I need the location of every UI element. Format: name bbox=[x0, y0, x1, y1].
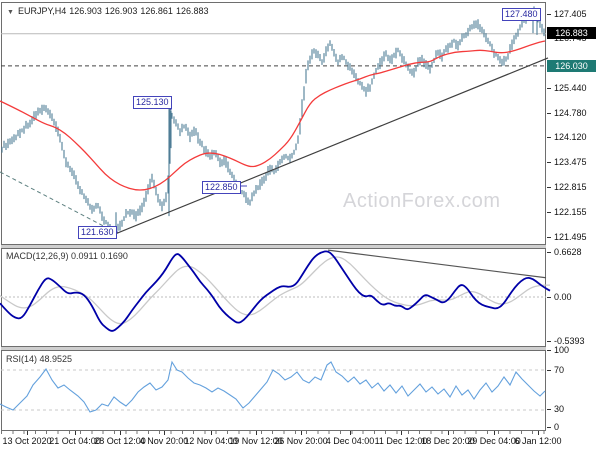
quote-low: 126.861 bbox=[140, 6, 173, 16]
time-axis-label: 12 Nov 04:00 bbox=[184, 436, 238, 446]
time-axis-label: 28 Oct 12:00 bbox=[94, 436, 146, 446]
rsi-axis-tick: 100 bbox=[547, 345, 569, 356]
rsi-axis-tick: 30 bbox=[547, 404, 564, 415]
price-axis-tick: 124.780 bbox=[547, 108, 587, 119]
quote-open: 126.903 bbox=[69, 6, 102, 16]
time-axis-tick bbox=[75, 431, 76, 435]
time-axis-tick bbox=[401, 431, 402, 435]
price-axis-tick: 122.155 bbox=[547, 207, 587, 218]
time-axis-tick bbox=[256, 431, 257, 435]
watermark: ActionForex.com bbox=[343, 190, 501, 212]
price-label-spike[interactable]: 125.130 bbox=[133, 96, 172, 109]
macd-axis-max: 0.6628 bbox=[547, 247, 582, 258]
rsi-label: RSI(14) 48.9525 bbox=[6, 354, 73, 364]
time-axis-tick bbox=[538, 431, 539, 435]
rsi-axis-tick: 70 bbox=[547, 365, 564, 376]
macd-chart[interactable] bbox=[0, 249, 551, 346]
current-price-badge: 126.883 bbox=[547, 27, 596, 39]
price-axis-tick: 121.495 bbox=[547, 232, 587, 243]
price-axis-tick: 127.405 bbox=[547, 9, 587, 20]
time-axis-tick bbox=[211, 431, 212, 435]
time-axis-label: 6 Jan 12:00 bbox=[514, 436, 562, 446]
price-axis-tick: 123.475 bbox=[547, 157, 587, 168]
time-axis-tick bbox=[494, 431, 495, 435]
time-axis-label: 21 Oct 04:00 bbox=[49, 436, 101, 446]
macd-axis-min: -0.5393 bbox=[547, 336, 585, 347]
time-axis-tick bbox=[120, 431, 121, 435]
level-price-badge: 126.030 bbox=[547, 60, 596, 72]
price-axis-tick: 124.120 bbox=[547, 132, 587, 143]
time-axis-label: 19 Nov 12:00 bbox=[229, 436, 283, 446]
symbol-dropdown-icon[interactable]: ▼ bbox=[7, 9, 14, 16]
time-axis-tick bbox=[27, 431, 28, 435]
time-axis-tick bbox=[448, 431, 449, 435]
quote-close: 126.883 bbox=[175, 6, 209, 16]
price-axis-tick: 125.440 bbox=[547, 83, 587, 94]
price-axis-tick: 122.815 bbox=[547, 182, 587, 193]
time-axis-tick bbox=[350, 431, 351, 435]
time-axis-label: 4 Dec 04:00 bbox=[325, 436, 375, 446]
time-axis-label: 4 Nov 20:00 bbox=[139, 436, 189, 446]
time-axis-minor-ticks bbox=[1, 431, 546, 434]
chart-header: ▼ EURJPY,H4 126.903 126.903 126.861 126.883 bbox=[7, 6, 211, 16]
rsi-chart[interactable] bbox=[0, 351, 546, 431]
time-axis-label: 13 Oct 2020 bbox=[2, 436, 52, 446]
panel-separator[interactable] bbox=[1, 244, 546, 249]
macd-label: MACD(12,26,9) 0.0911 0.1690 bbox=[6, 251, 128, 261]
price-label-high[interactable]: 127.480 bbox=[502, 8, 541, 21]
rsi-axis-tick: 0 bbox=[547, 422, 559, 433]
time-axis-label: 29 Dec 04:00 bbox=[467, 436, 521, 446]
plot-frame bbox=[1, 2, 546, 431]
quote-high: 126.903 bbox=[104, 6, 138, 16]
time-axis-label: 26 Nov 20:00 bbox=[274, 436, 328, 446]
time-axis-label: 18 Dec 20:00 bbox=[421, 436, 475, 446]
time-axis-label: 11 Dec 12:00 bbox=[374, 436, 428, 446]
symbol-label: EURJPY,H4 bbox=[17, 6, 67, 16]
price-label-low[interactable]: 121.630 bbox=[78, 226, 117, 239]
time-axis-tick bbox=[164, 431, 165, 435]
price-label-support[interactable]: 122.850 bbox=[202, 181, 241, 194]
time-axis-tick bbox=[301, 431, 302, 435]
panel-separator[interactable] bbox=[1, 346, 546, 351]
macd-axis-zero: 0.00 bbox=[547, 292, 572, 303]
